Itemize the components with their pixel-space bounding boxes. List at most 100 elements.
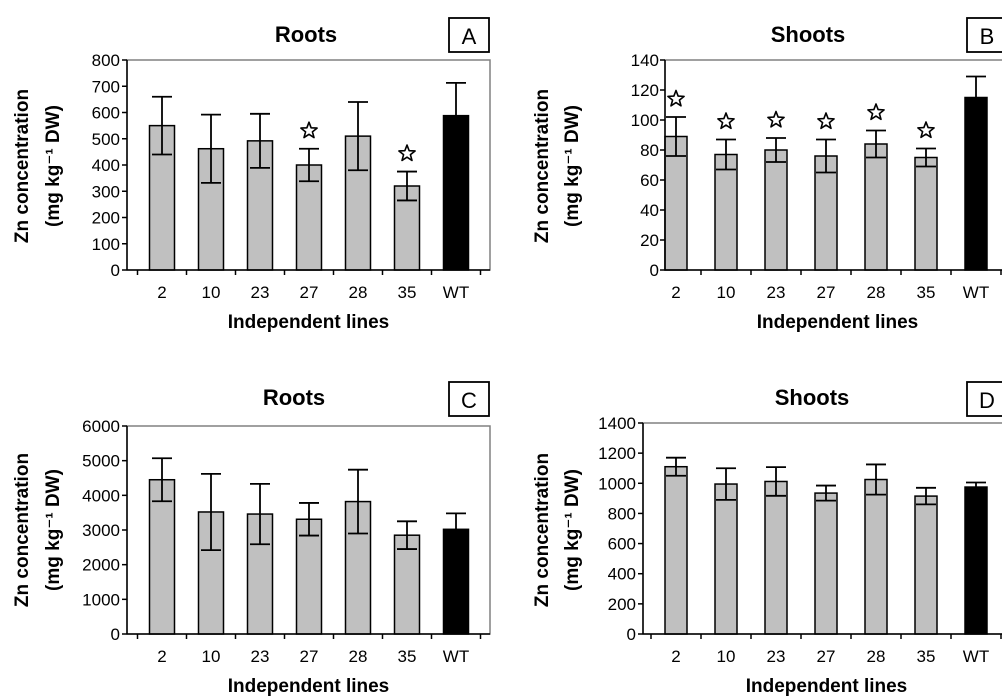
error-bar-10 xyxy=(201,472,221,552)
significance-star-icon xyxy=(867,103,885,121)
x-axis-label: Independent lines xyxy=(757,312,919,333)
bar-23 xyxy=(764,149,788,271)
significance-star-icon xyxy=(817,112,835,130)
chart-panel-d: 0 200 400 600 800 1000 1200 1400 2 10 23 27 28 35 WT Sh… xyxy=(532,381,1002,696)
y-tick-label: 700 xyxy=(92,77,120,96)
y-tick-label: 800 xyxy=(92,51,120,70)
bar-2 xyxy=(664,465,688,635)
y-tick-label: 0 xyxy=(650,261,659,280)
x-tick-label: 35 xyxy=(398,283,417,302)
y-tick-label: 0 xyxy=(627,625,636,644)
error-bar-WT xyxy=(446,512,466,547)
chart-panel-a: 0 100 200 300 400 500 600 700 800 2 10 23 27 28 35 WT Ro… xyxy=(12,17,491,333)
y-tick-label: 0 xyxy=(111,625,120,644)
y-tick-label: 80 xyxy=(640,141,659,160)
error-bar-28 xyxy=(866,129,886,159)
y-tick-label: 1400 xyxy=(598,414,636,433)
chart-panel-b: 0 20 40 60 80 100 120 140 2 10 23 27 28 35 WT Shoots B In… xyxy=(532,17,1002,333)
bar-27 xyxy=(814,492,838,635)
significance-star-icon xyxy=(767,110,785,128)
y-tick-label: 1000 xyxy=(598,474,636,493)
error-bar-27 xyxy=(816,484,836,502)
y-tick-label: 3000 xyxy=(82,521,120,540)
panel-letter-box xyxy=(448,381,490,417)
panel-letter: A xyxy=(462,24,477,49)
y-axis-label-line2: (mg kg⁻¹ DW) xyxy=(43,469,64,591)
x-tick-label: 23 xyxy=(767,647,786,666)
y-tick-label: 200 xyxy=(608,595,636,614)
panel-letter-box xyxy=(448,17,490,53)
x-tick-label: 2 xyxy=(671,283,680,302)
error-bar-28 xyxy=(866,463,886,496)
y-axis-label-line1: Zn concentration xyxy=(12,453,33,607)
x-axis-label: Independent lines xyxy=(228,676,390,696)
y-tick-label: 1000 xyxy=(82,590,120,609)
bar-35 xyxy=(914,156,938,271)
x-tick-label: 27 xyxy=(817,283,836,302)
y-axis-label-line2: (mg kg⁻¹ DW) xyxy=(43,105,64,227)
x-tick-label: 2 xyxy=(671,647,680,666)
y-tick-label: 600 xyxy=(608,535,636,554)
error-bar-35 xyxy=(916,147,936,168)
y-tick-label: 140 xyxy=(631,51,659,70)
y-tick-label: 400 xyxy=(92,156,120,175)
x-tick-label: 28 xyxy=(867,647,886,666)
x-tick-label: WT xyxy=(963,283,989,302)
y-axis-label-line1: Zn concentration xyxy=(532,453,553,607)
error-bar-WT xyxy=(966,481,986,493)
panel-title: Shoots xyxy=(771,22,846,47)
y-tick-label: 100 xyxy=(92,235,120,254)
bar-35 xyxy=(393,534,421,635)
error-bar-10 xyxy=(201,113,221,184)
significance-star-icon xyxy=(667,89,685,107)
error-bar-27 xyxy=(816,138,836,174)
x-tick-label: 27 xyxy=(300,283,319,302)
x-tick-label: 23 xyxy=(767,283,786,302)
y-tick-label: 300 xyxy=(92,182,120,201)
y-tick-label: 60 xyxy=(640,171,659,190)
error-bar-WT xyxy=(446,81,466,150)
y-axis-label-line2: (mg kg⁻¹ DW) xyxy=(562,469,583,591)
error-bar-23 xyxy=(766,466,786,497)
error-bar-10 xyxy=(716,138,736,171)
y-tick-label: 400 xyxy=(608,565,636,584)
panel-title: Roots xyxy=(275,22,337,47)
x-tick-label: 35 xyxy=(917,283,936,302)
error-bar-28 xyxy=(348,468,368,535)
panel-letter: C xyxy=(461,388,477,413)
y-tick-label: 40 xyxy=(640,201,659,220)
y-tick-label: 120 xyxy=(631,81,659,100)
bar-WT xyxy=(964,96,988,271)
y-tick-label: 100 xyxy=(631,111,659,130)
x-tick-label: 28 xyxy=(349,647,368,666)
y-tick-label: 2000 xyxy=(82,556,120,575)
y-tick-label: 500 xyxy=(92,130,120,149)
x-tick-label: 28 xyxy=(349,283,368,302)
y-tick-label: 6000 xyxy=(82,417,120,436)
error-bar-2 xyxy=(152,457,172,503)
x-tick-label: 23 xyxy=(251,647,270,666)
y-tick-label: 5000 xyxy=(82,452,120,471)
error-bar-35 xyxy=(397,170,417,202)
significance-star-icon xyxy=(398,144,416,162)
error-bar-28 xyxy=(348,101,368,172)
panel-letter: B xyxy=(980,24,995,49)
bar-27 xyxy=(295,518,323,635)
error-bar-23 xyxy=(250,482,270,546)
y-tick-label: 4000 xyxy=(82,486,120,505)
x-tick-label: 35 xyxy=(398,647,417,666)
error-bar-WT xyxy=(966,75,986,120)
error-bar-10 xyxy=(716,467,736,501)
x-tick-label: 2 xyxy=(157,283,166,302)
significance-star-icon xyxy=(917,121,935,139)
bar-2 xyxy=(148,478,176,635)
panel-letter-box xyxy=(966,381,1002,417)
bar-27 xyxy=(295,164,323,271)
panel-title: Shoots xyxy=(775,385,850,410)
y-axis-label-line1: Zn concentration xyxy=(12,89,33,243)
error-bar-2 xyxy=(666,116,686,157)
panel-letter: D xyxy=(979,388,995,413)
bar-28 xyxy=(864,478,888,635)
error-bar-35 xyxy=(916,486,936,506)
